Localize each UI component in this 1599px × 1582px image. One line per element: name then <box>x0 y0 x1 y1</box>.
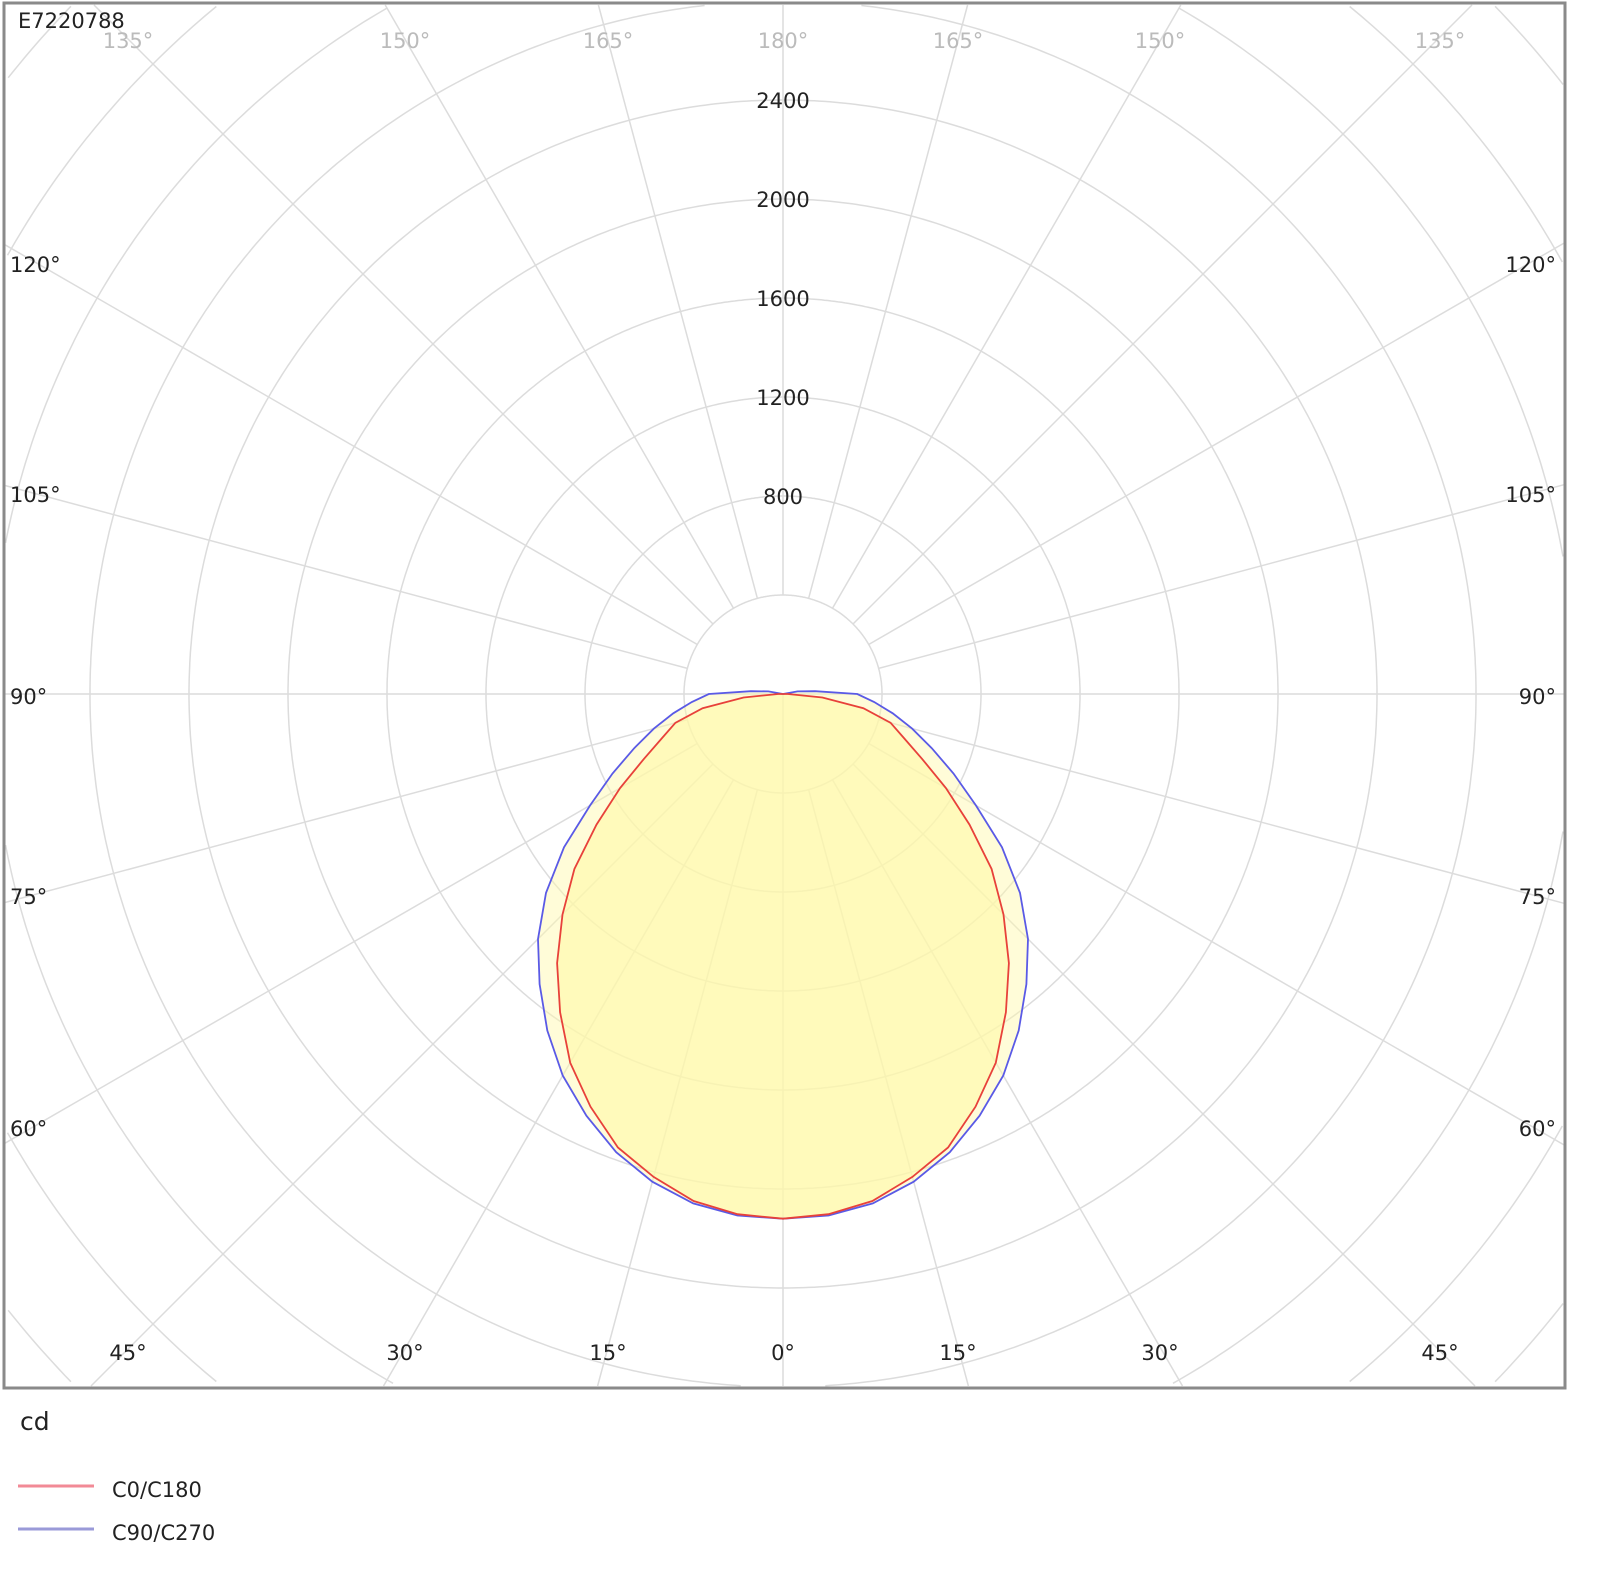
radial-tick-label: 1200 <box>756 386 809 410</box>
angle-label: 15° <box>589 1341 626 1365</box>
angle-label: 120° <box>1505 253 1556 277</box>
angle-label: 105° <box>10 483 61 507</box>
grid-ring <box>7 1309 72 1383</box>
angle-label: 30° <box>386 1341 423 1365</box>
angle-label: 45° <box>1421 1341 1458 1365</box>
radial-tick-label: 2400 <box>756 89 809 113</box>
grid-ring <box>6 5 217 256</box>
angle-label: 45° <box>109 1341 146 1365</box>
series-line-c0 <box>556 693 1010 1220</box>
angle-label: 15° <box>939 1341 976 1365</box>
grid-ring <box>1172 831 1564 1384</box>
grid-ring <box>4 7 388 544</box>
angle-label: 180° <box>758 29 809 53</box>
angle-label: 0° <box>771 1341 795 1365</box>
grid-ring <box>4 844 394 1384</box>
grid-ring <box>1494 1303 1564 1383</box>
legend-label-c90: C90/C270 <box>112 1521 215 1545</box>
angle-label: 105° <box>1505 483 1556 507</box>
grid-radial-line <box>93 4 714 625</box>
grid-radial-line <box>831 4 1182 609</box>
angle-label: 30° <box>1141 1341 1178 1365</box>
grid-ring <box>1349 5 1563 263</box>
grid-radial-line <box>868 742 1565 1146</box>
angle-label: 165° <box>583 29 634 53</box>
radial-tick-label: 1600 <box>756 287 809 311</box>
angle-label: 90° <box>1519 685 1556 709</box>
grid-radial-line <box>868 242 1565 646</box>
grid-ring <box>1349 1125 1563 1383</box>
angle-label: 60° <box>10 1117 47 1141</box>
radial-tick-label: 2000 <box>756 188 809 212</box>
angle-label: 165° <box>933 29 984 53</box>
angle-label: 75° <box>1519 885 1556 909</box>
radial-tick-label: 800 <box>763 485 803 509</box>
grid-radial-line <box>878 718 1565 905</box>
angle-label: 135° <box>1415 29 1466 53</box>
grid-ring <box>1494 5 1564 85</box>
grid-radial-line <box>807 4 969 599</box>
grid-radial-line <box>597 4 759 599</box>
angle-label: 60° <box>1519 1117 1556 1141</box>
angle-label: 75° <box>10 885 47 909</box>
grid-radial-line <box>384 4 735 609</box>
grid-ring <box>6 1132 217 1383</box>
grid-radial-line <box>4 742 698 1144</box>
angle-label: 120° <box>10 253 61 277</box>
plot-frame <box>2 1 1567 1390</box>
unit-label: cd <box>20 1407 50 1436</box>
angle-label: 150° <box>380 29 431 53</box>
grid-ring <box>861 4 1477 694</box>
grid-ring <box>89 4 741 1387</box>
grid-ring <box>825 694 1477 1387</box>
grid-radial-line <box>4 718 688 904</box>
grid-ring <box>7 5 72 79</box>
grid-radial-line <box>4 484 688 670</box>
angle-label: 135° <box>103 29 154 53</box>
grid-radial-line <box>878 483 1565 670</box>
angle-label: 90° <box>10 685 47 709</box>
chart-title: E7220788 <box>18 9 125 33</box>
grid-radial-line <box>4 244 698 646</box>
legend-label-c0: C0/C180 <box>112 1478 202 1502</box>
angle-label: 150° <box>1135 29 1186 53</box>
grid-radial-line <box>852 4 1473 625</box>
fill-c0 <box>557 694 1009 1219</box>
grid-ring <box>1178 7 1564 557</box>
